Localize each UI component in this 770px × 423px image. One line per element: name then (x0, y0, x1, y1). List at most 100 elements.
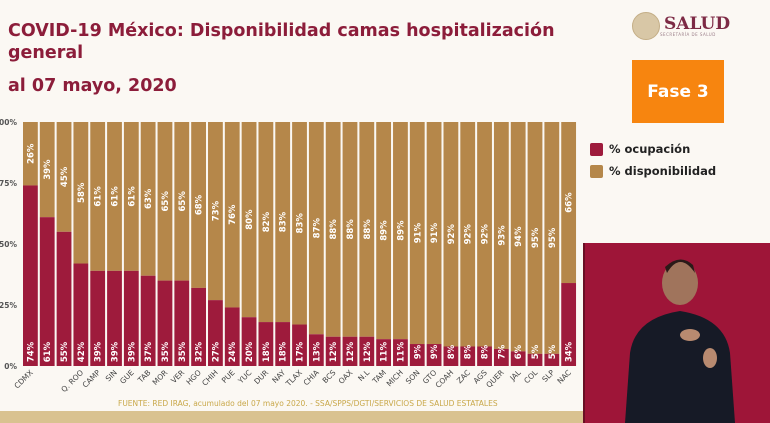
x-tick-label: CDMX (12, 368, 34, 390)
data-label-disponibilidad: 83% (279, 211, 289, 232)
x-tick-label: HGO (184, 368, 203, 387)
data-label-ocupacion: 24% (228, 341, 238, 362)
data-label-ocupacion: 39% (127, 341, 137, 362)
y-tick-label: 100% (0, 118, 17, 127)
data-label-disponibilidad: 45% (60, 166, 70, 187)
bar-disponibilidad (258, 122, 274, 323)
data-label-disponibilidad: 68% (195, 194, 205, 215)
legend-label: % disponibilidad (609, 164, 717, 178)
x-tick-label: SON (404, 368, 422, 386)
x-tick-label: JAL (507, 367, 523, 383)
bar-disponibilidad (73, 122, 89, 264)
data-label-disponibilidad: 92% (447, 224, 457, 245)
bar-disponibilidad (140, 122, 156, 276)
legend-item-ocupacion: % ocupación (590, 138, 716, 160)
bar-disponibilidad (544, 122, 560, 354)
data-label-ocupacion: 11% (380, 341, 390, 362)
data-label-ocupacion: 17% (296, 341, 306, 362)
data-label-ocupacion: 9% (430, 344, 440, 359)
bar-ocupacion (292, 324, 307, 366)
data-label-ocupacion: 37% (144, 341, 154, 362)
bar-disponibilidad (208, 122, 223, 301)
x-tick-label: TLAX (283, 368, 304, 389)
bar-ocupacion (544, 353, 560, 366)
data-label-ocupacion: 8% (464, 344, 474, 359)
data-label-disponibilidad: 73% (211, 200, 221, 221)
data-label-disponibilidad: 61% (127, 186, 137, 207)
data-label-disponibilidad: 39% (43, 159, 53, 180)
data-label-disponibilidad: 95% (531, 227, 541, 248)
bar-disponibilidad (359, 122, 375, 337)
data-label-disponibilidad: 82% (262, 211, 272, 232)
data-label-ocupacion: 27% (211, 341, 221, 362)
data-label-ocupacion: 34% (565, 341, 575, 362)
data-label-disponibilidad: 91% (413, 222, 423, 243)
bar-ocupacion (426, 344, 442, 366)
bar-ocupacion (325, 336, 341, 366)
data-label-ocupacion: 18% (279, 341, 289, 362)
data-label-ocupacion: 32% (195, 341, 205, 362)
data-label-ocupacion: 12% (363, 341, 373, 362)
data-label-ocupacion: 55% (60, 341, 70, 362)
legend: % ocupación % disponibilidad (590, 138, 716, 182)
seal-icon (632, 12, 660, 40)
bar-disponibilidad (561, 122, 577, 284)
sign-language-interpreter-video (583, 243, 770, 423)
data-label-ocupacion: 61% (43, 341, 53, 362)
logo-text: SALUD (664, 13, 731, 34)
data-label-ocupacion: 35% (161, 341, 171, 362)
page-title: COVID-19 México: Disponibilidad camas ho… (8, 21, 555, 63)
bar-ocupacion (477, 346, 492, 366)
bar-disponibilidad (393, 122, 408, 340)
x-tick-label: CAMP (81, 368, 103, 390)
x-tick-label: CHIH (200, 368, 220, 388)
bar-ocupacion (157, 280, 173, 366)
data-label-disponibilidad: 93% (497, 225, 507, 246)
data-label-ocupacion: 12% (346, 341, 356, 362)
bar-ocupacion (308, 334, 324, 366)
data-label-ocupacion: 5% (531, 344, 541, 359)
bar-disponibilidad (409, 122, 425, 345)
bar-disponibilidad (292, 122, 307, 325)
data-label-ocupacion: 7% (497, 344, 507, 359)
x-tick-label: YUC (236, 368, 254, 386)
bar-disponibilidad (241, 122, 257, 318)
data-label-disponibilidad: 87% (312, 217, 322, 238)
source-note: FUENTE: RED IRAG, acumulado del 07 mayo … (118, 399, 498, 408)
data-label-disponibilidad: 94% (514, 226, 524, 247)
bar-ocupacion (460, 346, 476, 366)
x-tick-label: ZAC (455, 368, 472, 385)
data-label-disponibilidad: 63% (144, 188, 154, 209)
data-label-disponibilidad: 95% (548, 227, 558, 248)
x-tick-label: DUR (252, 368, 270, 386)
interpreter-figure (625, 259, 735, 423)
logo-subtext: SECRETARÍA DE SALUD (660, 31, 716, 37)
bar-ocupacion (493, 348, 509, 366)
bar-disponibilidad (23, 122, 38, 186)
bar-ocupacion (191, 287, 206, 366)
bar-ocupacion (527, 353, 543, 366)
data-label-disponibilidad: 76% (228, 204, 238, 225)
data-label-ocupacion: 11% (396, 341, 406, 362)
x-tick-label: VER (169, 368, 186, 385)
bar-ocupacion (123, 270, 139, 366)
data-label-disponibilidad: 88% (363, 219, 373, 240)
x-tick-label: TAB (135, 368, 152, 385)
data-label-disponibilidad: 92% (464, 224, 474, 245)
x-tick-label: NAC (555, 368, 573, 386)
data-label-disponibilidad: 65% (178, 191, 188, 212)
data-label-ocupacion: 8% (481, 344, 491, 359)
y-tick-label: 75% (0, 179, 17, 188)
phase-badge: Fase 3 (632, 60, 724, 123)
bar-ocupacion (90, 270, 106, 366)
data-label-ocupacion: 13% (312, 341, 322, 362)
data-label-disponibilidad: 92% (481, 224, 491, 245)
bar-disponibilidad (426, 122, 442, 345)
x-tick-label: N.L (356, 367, 372, 383)
bar-disponibilidad (527, 122, 543, 354)
x-tick-label: GUE (118, 368, 136, 386)
bar-disponibilidad (493, 122, 509, 349)
data-label-disponibilidad: 61% (111, 186, 121, 207)
bar-disponibilidad (56, 122, 72, 232)
